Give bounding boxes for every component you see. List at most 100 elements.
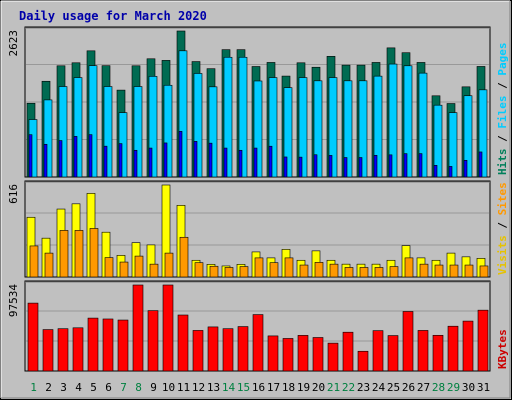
- x-tick-label: 17: [267, 381, 280, 394]
- bar-sites-day-23: [359, 267, 369, 278]
- bar-files-day-14: [223, 56, 233, 178]
- x-tick-label: 25: [387, 381, 400, 394]
- panel-3-legend: KBytes: [496, 329, 509, 369]
- bar-sites-day-4: [74, 230, 84, 278]
- bar-sites-day-14: [224, 267, 234, 278]
- x-tick-label: 15: [237, 381, 250, 394]
- x-tick-label: 31: [477, 381, 490, 394]
- bar-pages-day-28: [433, 165, 438, 178]
- bar-kbytes-day-23: [357, 350, 369, 372]
- x-tick-label: 1: [30, 381, 37, 394]
- bar-sites-day-16: [254, 257, 264, 278]
- bar-sites-day-1: [29, 245, 39, 278]
- bar-kbytes-day-5: [87, 317, 99, 372]
- x-tick-label: 5: [90, 381, 97, 394]
- bar-sites-day-26: [404, 257, 414, 278]
- bar-kbytes-day-19: [297, 335, 309, 372]
- bar-pages-day-25: [388, 154, 393, 178]
- panel-2-ymax-label: 616: [7, 184, 20, 204]
- bar-files-day-10: [163, 84, 173, 178]
- bar-kbytes-day-16: [252, 314, 264, 372]
- bar-kbytes-day-10: [162, 284, 174, 372]
- bar-kbytes-day-6: [102, 318, 114, 372]
- bar-sites-day-19: [299, 264, 309, 278]
- bar-pages-day-16: [253, 147, 258, 178]
- chart-panels: 2623 Hits / Files / Pages 616 Visits / Site…: [7, 26, 509, 372]
- bar-pages-day-10: [163, 142, 168, 178]
- x-tick-label: 23: [357, 381, 370, 394]
- bar-files-day-16: [253, 80, 263, 178]
- bar-kbytes-day-26: [402, 311, 414, 372]
- bar-pages-day-15: [238, 149, 243, 178]
- bar-kbytes-day-14: [222, 328, 234, 372]
- bar-files-day-11: [178, 50, 188, 178]
- x-tick-label: 3: [60, 381, 67, 394]
- bar-files-day-21: [328, 77, 338, 178]
- bar-sites-day-5: [89, 228, 99, 278]
- bar-sites-day-25: [389, 266, 399, 278]
- bar-sites-day-18: [284, 257, 294, 278]
- bar-files-day-19: [298, 77, 308, 178]
- bar-pages-day-19: [298, 156, 303, 178]
- x-tick-label: 6: [105, 381, 112, 394]
- legend-kbytes: KBytes: [496, 329, 509, 369]
- bar-kbytes-day-8: [132, 284, 144, 372]
- legend-files: Files: [496, 96, 509, 129]
- bar-sites-day-2: [44, 252, 54, 278]
- bar-sites-day-7: [119, 261, 129, 278]
- bar-sites-day-15: [239, 266, 249, 278]
- bar-sites-day-21: [329, 263, 339, 278]
- x-tick-label: 28: [432, 381, 445, 394]
- bar-pages-day-27: [418, 153, 423, 178]
- bar-files-day-28: [433, 104, 443, 178]
- bar-kbytes-day-29: [447, 325, 459, 372]
- bar-kbytes-day-1: [27, 302, 39, 372]
- legend-hits: Hits: [496, 149, 509, 176]
- bar-files-day-31: [478, 89, 488, 178]
- bar-pages-day-26: [403, 153, 408, 178]
- bar-files-day-20: [313, 80, 323, 178]
- x-tick-label: 21: [327, 381, 340, 394]
- bar-pages-day-1: [28, 134, 33, 178]
- bar-pages-day-4: [73, 136, 78, 178]
- bar-files-day-6: [103, 86, 113, 178]
- bar-pages-day-21: [328, 155, 333, 178]
- x-tick-label: 16: [252, 381, 265, 394]
- x-tick-label: 2: [45, 381, 52, 394]
- bar-pages-day-11: [178, 131, 183, 178]
- bar-sites-day-31: [479, 265, 489, 278]
- bar-kbytes-day-11: [177, 314, 189, 372]
- bar-kbytes-day-20: [312, 337, 324, 372]
- x-tick-label: 10: [162, 381, 175, 394]
- bar-pages-day-17: [268, 145, 273, 178]
- bar-files-day-4: [73, 77, 83, 178]
- bar-kbytes-day-24: [372, 330, 384, 372]
- bar-pages-day-31: [478, 151, 483, 178]
- bar-pages-day-8: [133, 149, 138, 178]
- x-axis-labels: 1 2 3 4 5 6 7 8 9 10 11 12 13 14 15 16 17 18 19 20 21 22 23 24 2…: [30, 381, 490, 394]
- bar-kbytes-day-27: [417, 330, 429, 372]
- x-tick-label: 12: [192, 381, 205, 394]
- bar-files-day-8: [133, 86, 143, 178]
- bar-sites-day-30: [464, 264, 474, 278]
- bar-sites-day-27: [419, 263, 429, 278]
- bar-pages-day-14: [223, 147, 228, 178]
- bar-pages-day-23: [358, 157, 363, 178]
- bar-files-day-9: [148, 76, 158, 178]
- bar-kbytes-day-13: [207, 326, 219, 372]
- bar-kbytes-day-22: [342, 331, 354, 372]
- bar-pages-day-5: [88, 134, 93, 178]
- bar-pages-day-2: [43, 143, 48, 178]
- bar-kbytes-day-18: [282, 338, 294, 372]
- x-tick-label: 19: [297, 381, 310, 394]
- x-tick-label: 18: [282, 381, 295, 394]
- bar-pages-day-18: [283, 156, 288, 178]
- x-tick-label: 27: [417, 381, 430, 394]
- panel-1-legend: Hits / Files / Pages: [496, 43, 509, 176]
- bar-sites-day-9: [149, 263, 159, 278]
- bar-kbytes-day-21: [327, 342, 339, 372]
- bar-pages-day-29: [448, 166, 453, 178]
- panel-2-legend: Visits / Sites: [496, 182, 509, 275]
- bar-sites-day-29: [449, 264, 459, 278]
- legend-pages: Pages: [496, 43, 509, 76]
